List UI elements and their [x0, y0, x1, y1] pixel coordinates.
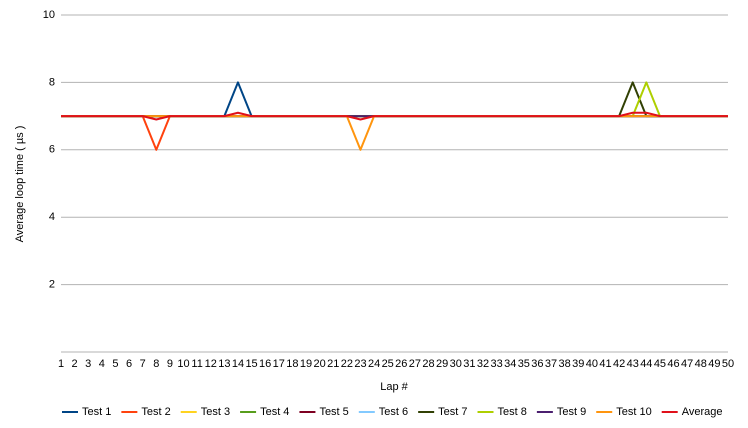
x-tick-label: 25	[382, 358, 394, 370]
x-tick-label: 12	[205, 358, 217, 370]
series-line	[61, 81, 728, 118]
y-tick-label: 8	[49, 76, 55, 88]
series-line	[61, 111, 728, 121]
x-tick-label: 28	[422, 358, 434, 370]
x-tick-label: 42	[613, 358, 625, 370]
x-tick-label: 50	[722, 358, 734, 370]
x-tick-label: 10	[177, 358, 189, 370]
x-tick-label: 21	[327, 358, 339, 370]
y-tick-label: 6	[49, 144, 55, 156]
x-tick-label: 15	[245, 358, 257, 370]
legend-label: Test 5	[319, 406, 348, 418]
legend-label: Test 7	[438, 406, 467, 418]
x-tick-label: 47	[681, 358, 693, 370]
series-line	[61, 81, 728, 118]
x-tick-label: 36	[531, 358, 543, 370]
x-tick-label: 13	[218, 358, 230, 370]
x-tick-label: 24	[368, 358, 380, 370]
y-tick-label: 10	[43, 9, 55, 21]
series-line	[61, 115, 728, 151]
x-tick-label: 37	[545, 358, 557, 370]
x-tick-label: 48	[695, 358, 707, 370]
x-tick-label: 29	[436, 358, 448, 370]
x-tick-label: 43	[627, 358, 639, 370]
x-tick-label: 20	[314, 358, 326, 370]
x-tick-label: 11	[191, 358, 202, 370]
x-tick-label: 19	[300, 358, 312, 370]
x-tick-label: 18	[286, 358, 298, 370]
series-line	[61, 81, 728, 118]
x-tick-label: 44	[640, 358, 652, 370]
x-tick-label: 38	[559, 358, 571, 370]
x-tick-label: 41	[599, 358, 611, 370]
x-tick-label: 1	[58, 358, 64, 370]
x-tick-label: 7	[140, 358, 146, 370]
x-tick-label: 5	[112, 358, 118, 370]
x-tick-label: 39	[572, 358, 584, 370]
x-tick-label: 14	[232, 358, 244, 370]
x-tick-label: 32	[477, 358, 489, 370]
y-axis-label: Average loop time ( µs )	[14, 126, 26, 243]
legend-label: Test 8	[498, 406, 527, 418]
x-tick-label: 26	[395, 358, 407, 370]
legend-label: Test 6	[379, 406, 408, 418]
x-tick-label: 3	[85, 358, 91, 370]
series-line	[61, 115, 728, 151]
x-tick-label: 8	[153, 358, 159, 370]
legend-label: Test 4	[260, 406, 289, 418]
x-tick-label: 16	[259, 358, 271, 370]
legend-label: Average	[682, 406, 723, 418]
x-tick-label: 46	[667, 358, 679, 370]
x-axis-label: Lap #	[380, 381, 408, 393]
x-tick-label: 34	[504, 358, 516, 370]
x-tick-label: 40	[586, 358, 598, 370]
x-tick-label: 35	[518, 358, 530, 370]
y-tick-label: 4	[49, 211, 55, 223]
x-tick-label: 33	[490, 358, 502, 370]
x-tick-label: 30	[450, 358, 462, 370]
x-tick-label: 27	[409, 358, 421, 370]
x-tick-label: 4	[99, 358, 105, 370]
x-tick-label: 23	[354, 358, 366, 370]
x-tick-label: 17	[273, 358, 285, 370]
legend-label: Test 3	[201, 406, 230, 418]
x-tick-label: 45	[654, 358, 666, 370]
legend-label: Test 9	[557, 406, 586, 418]
x-tick-label: 9	[167, 358, 173, 370]
legend-label: Test 1	[82, 406, 111, 418]
x-tick-label: 2	[72, 358, 78, 370]
x-tick-label: 49	[708, 358, 720, 370]
x-tick-label: 6	[126, 358, 132, 370]
x-tick-label: 22	[341, 358, 353, 370]
y-tick-label: 2	[49, 279, 55, 291]
legend-label: Test 10	[616, 406, 651, 418]
legend-label: Test 2	[141, 406, 170, 418]
x-tick-label: 31	[463, 358, 475, 370]
